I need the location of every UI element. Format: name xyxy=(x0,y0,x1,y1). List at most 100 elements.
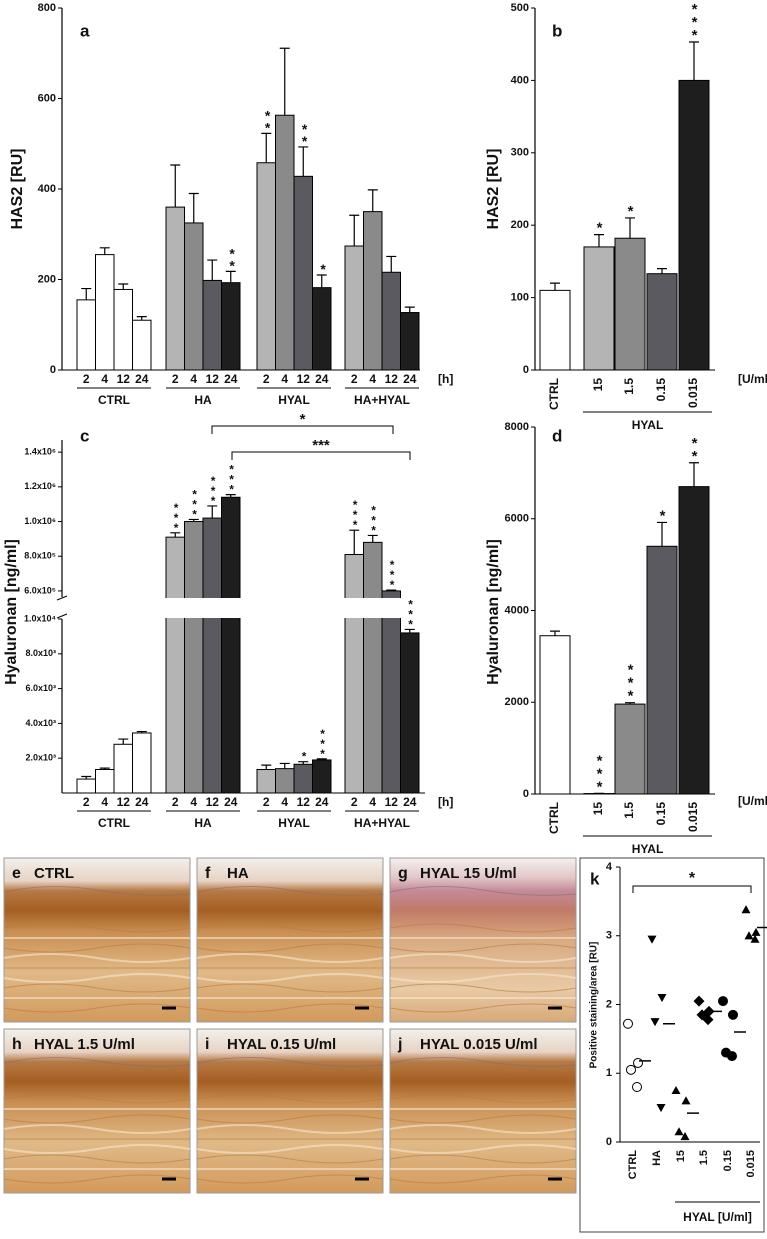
group-label: HA+HYAL xyxy=(354,393,410,407)
y-tick-label: 8.0x10³ xyxy=(25,648,56,658)
y-tick-label: 500 xyxy=(511,2,529,14)
error-bar xyxy=(367,189,378,212)
bar xyxy=(614,703,646,795)
data-point xyxy=(727,1051,737,1062)
tissue-fiber xyxy=(3,1114,191,1124)
tissue-fiber xyxy=(389,953,577,963)
tissue-fiber xyxy=(3,1154,191,1164)
error-bar xyxy=(316,274,327,288)
epidermis-edge xyxy=(389,1056,577,1067)
error-bar xyxy=(298,761,309,765)
error-bar xyxy=(99,767,110,770)
bar xyxy=(646,545,678,795)
panel-letter: c xyxy=(80,426,89,445)
y-tick-label: 200 xyxy=(511,219,529,231)
bar xyxy=(165,536,185,794)
x-unit: [h] xyxy=(438,795,453,809)
y-tick-label: 800 xyxy=(38,2,56,14)
significance: ** xyxy=(297,121,313,145)
bar xyxy=(363,541,383,794)
tissue-fiber xyxy=(3,1144,191,1154)
tissue-fiber xyxy=(389,923,577,933)
y-tick-label: 400 xyxy=(38,183,56,195)
significance: *** xyxy=(686,1,703,40)
y-tick-label: 1.2x10⁶ xyxy=(24,481,56,491)
y-tick-label: 2.0x10³ xyxy=(25,753,56,763)
error-bar xyxy=(625,702,635,705)
error-bar xyxy=(207,505,218,519)
bar xyxy=(184,222,204,371)
bar xyxy=(293,175,313,371)
panel-letter: h xyxy=(12,1036,22,1053)
y-tick-label: 8000 xyxy=(505,421,529,433)
tissue-fiber xyxy=(196,983,384,993)
panel-letter: b xyxy=(552,21,562,40)
tissue-fiber xyxy=(196,1124,384,1134)
error-bar xyxy=(225,270,236,283)
tissue-fiber xyxy=(196,1094,384,1104)
tissue-fiber xyxy=(196,923,384,933)
error-bar xyxy=(99,247,110,255)
epidermis-edge xyxy=(196,885,384,896)
micrograph xyxy=(3,857,191,1023)
error-bar xyxy=(188,518,199,522)
x-tick-label: 24 xyxy=(135,795,149,809)
data-point xyxy=(657,994,667,1003)
data-point xyxy=(632,1082,642,1092)
error-bar xyxy=(657,521,667,547)
x-tick-label: 0.15 xyxy=(654,378,668,402)
axis-break xyxy=(63,598,426,618)
error-bar xyxy=(386,589,397,591)
x-tick-label: 12 xyxy=(117,795,131,809)
error-bar xyxy=(550,630,560,636)
x-tick-label: 12 xyxy=(297,795,311,809)
x-tick-label: 1.5 xyxy=(622,802,636,819)
bar xyxy=(312,287,332,371)
tissue-fiber xyxy=(196,1154,384,1164)
tissue-fiber xyxy=(389,1003,577,1013)
x-tick-label: 12 xyxy=(206,372,220,386)
y-tick-label: 6.0x10³ xyxy=(25,683,56,693)
x-tick-label: HA xyxy=(651,1150,663,1166)
x-tick-label: 12 xyxy=(206,795,220,809)
x-tick-label: 0.15 xyxy=(654,802,668,826)
bar xyxy=(165,206,185,371)
tissue-fiber xyxy=(3,1124,191,1134)
y-tick-label: 100 xyxy=(511,292,529,304)
data-point xyxy=(626,1064,636,1075)
tissue-fiber xyxy=(3,953,191,963)
y-axis-label: Hyaluronan [ng/ml] xyxy=(3,539,20,685)
error-bar xyxy=(136,730,147,733)
error-bar xyxy=(279,47,290,116)
x-unit: [h] xyxy=(438,372,453,386)
error-bar xyxy=(657,268,667,274)
x-tick-label: 2 xyxy=(263,372,270,386)
bar xyxy=(293,763,313,794)
group-label: HA+HYAL xyxy=(354,816,410,830)
data-point xyxy=(647,935,657,944)
x-tick-label: 4 xyxy=(190,372,197,386)
bar xyxy=(344,245,364,371)
x-tick-label: 24 xyxy=(224,372,238,386)
x-tick-label: 0.015 xyxy=(745,1150,757,1178)
panel-letter: e xyxy=(12,865,21,882)
error-bar xyxy=(550,282,560,291)
bar xyxy=(113,288,133,371)
tissue-fiber xyxy=(196,1144,384,1154)
x-tick-label: 4 xyxy=(369,372,376,386)
tissue-fiber xyxy=(3,1003,191,1013)
x-tick-label: 12 xyxy=(117,372,131,386)
significance: *** xyxy=(591,752,608,791)
y-tick-label: 0 xyxy=(523,788,529,800)
data-point xyxy=(693,995,705,1007)
x-tick-label: 4 xyxy=(281,795,288,809)
x-tick-label: 2 xyxy=(351,795,358,809)
tissue-fiber xyxy=(389,1144,577,1154)
data-point xyxy=(681,1096,691,1105)
y-tick-label: 3 xyxy=(606,930,612,942)
panel-label: HA xyxy=(227,865,249,882)
x-tick-label: 12 xyxy=(385,795,399,809)
y-tick-label: 1.0x10⁶ xyxy=(24,516,56,526)
x-tick-label: 24 xyxy=(315,795,329,809)
tissue-fiber xyxy=(389,973,577,983)
